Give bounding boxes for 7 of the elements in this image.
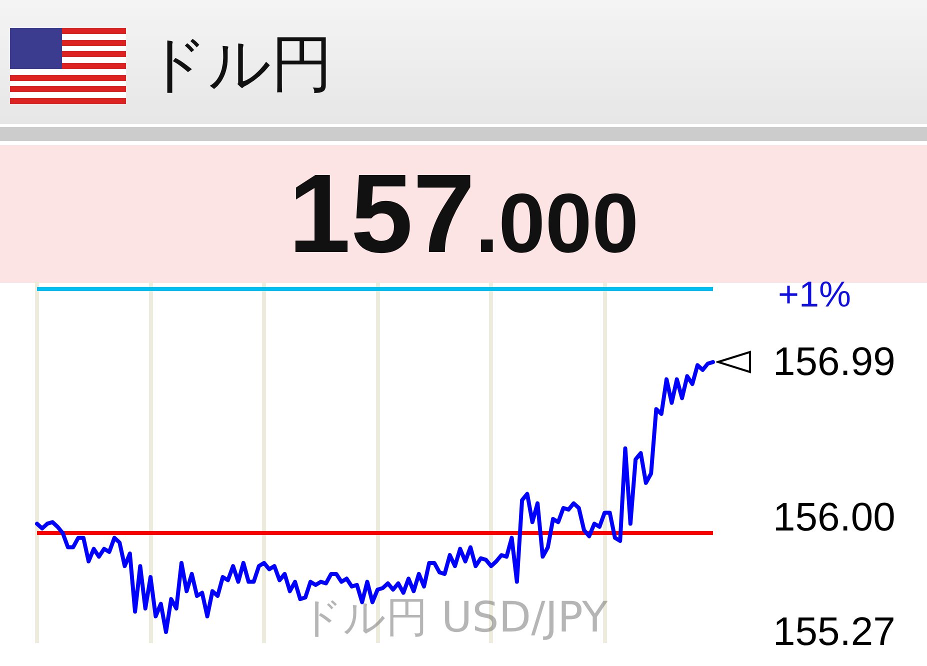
- chart-title: ドル円: [145, 26, 333, 102]
- text: 157.000: [288, 151, 639, 276]
- y-tick-label: 156.00: [773, 495, 896, 540]
- text: +1%: [778, 274, 852, 314]
- y-tick-label: 156.99: [773, 340, 896, 384]
- annotation: ドル円 USD/JPY: [300, 592, 608, 642]
- y-tick-label: 155.27: [773, 610, 896, 654]
